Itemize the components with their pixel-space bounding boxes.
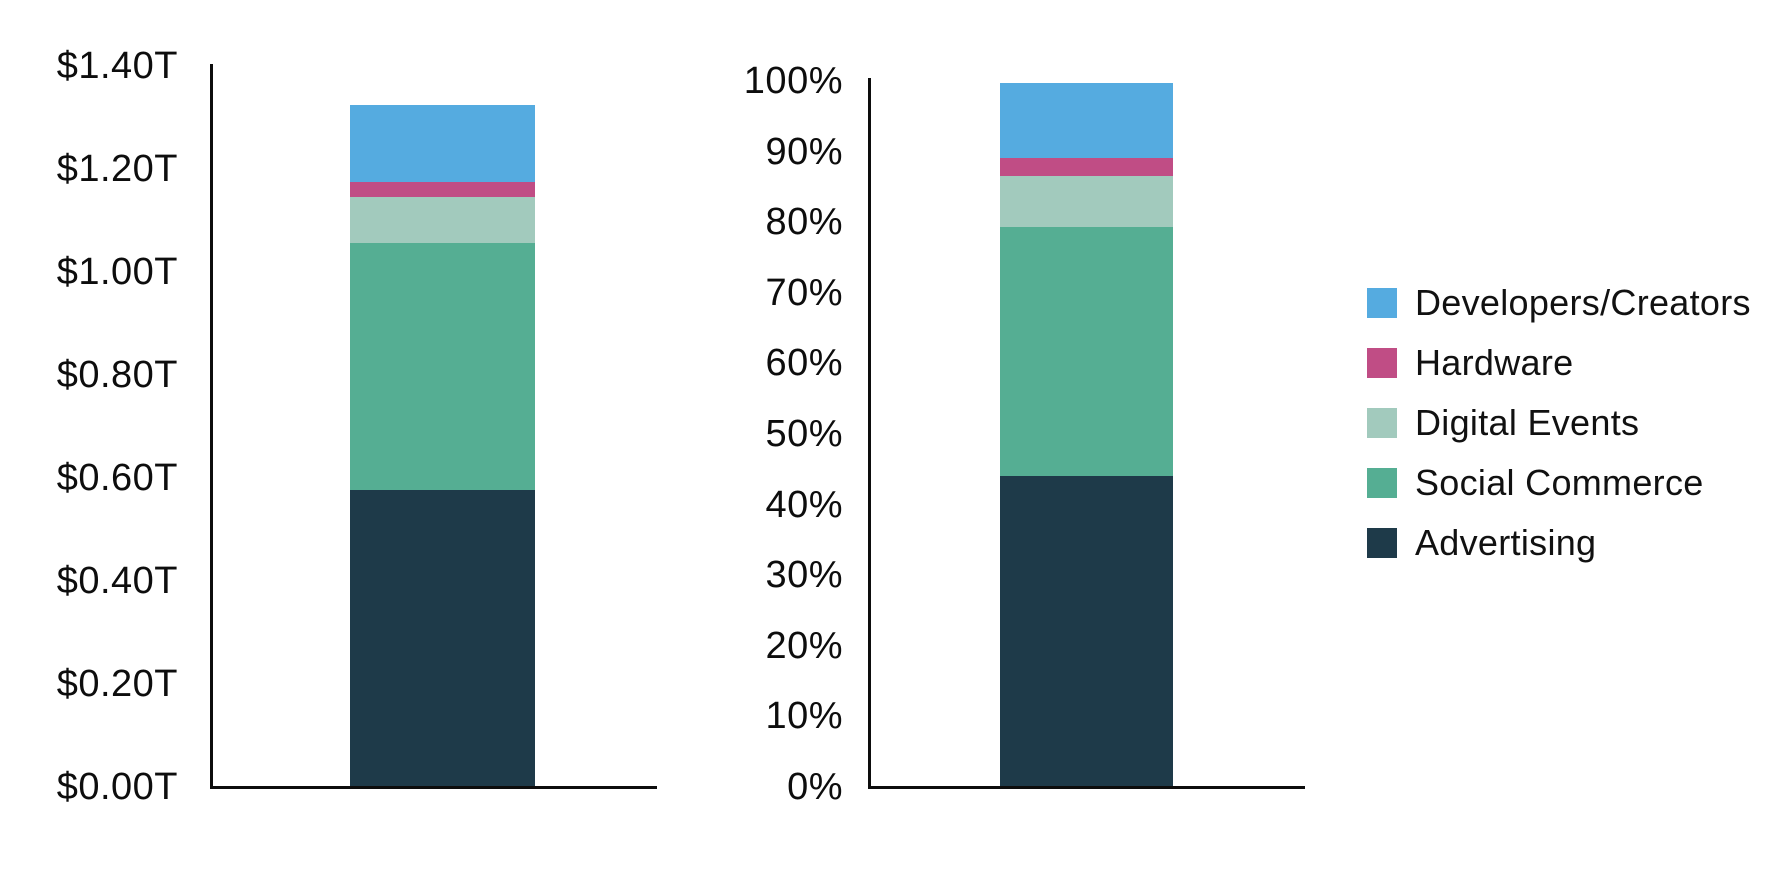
y-tick-label: 90% bbox=[765, 130, 843, 173]
x-axis-line bbox=[868, 786, 1305, 789]
y-tick-label: $1.00T bbox=[56, 251, 178, 293]
y-tick-label: 20% bbox=[765, 624, 843, 667]
bar-segment-digital-events bbox=[350, 197, 535, 243]
legend-label: Social Commerce bbox=[1415, 462, 1704, 503]
legend-item-hardware: Hardware bbox=[1367, 342, 1751, 383]
bar-segment-advertising bbox=[1000, 476, 1173, 789]
square-swatch-icon bbox=[1367, 408, 1397, 438]
y-tick-label: $0.80T bbox=[56, 354, 178, 396]
square-swatch-icon bbox=[1367, 348, 1397, 378]
y-tick-label: $0.20T bbox=[56, 663, 178, 705]
legend-item-developers-creators: Developers/Creators bbox=[1367, 282, 1751, 323]
legend-label: Digital Events bbox=[1415, 402, 1640, 443]
y-axis-line bbox=[210, 64, 213, 789]
legend-item-digital-events: Digital Events bbox=[1367, 402, 1751, 443]
bar-segment-social-commerce bbox=[1000, 227, 1173, 476]
square-swatch-icon bbox=[1367, 528, 1397, 558]
y-tick-label: 30% bbox=[765, 554, 843, 597]
y-tick-label: 50% bbox=[765, 413, 843, 455]
bar-segment-developers-creators bbox=[1000, 83, 1173, 158]
y-tick-label: $1.20T bbox=[56, 148, 178, 190]
chart-legend: Developers/Creators Hardware Digital Event… bbox=[1367, 282, 1751, 588]
y-tick-label: $0.60T bbox=[56, 457, 178, 499]
bar-segment-digital-events bbox=[1000, 176, 1173, 227]
y-tick-label: 70% bbox=[765, 271, 843, 314]
y-tick-label: 80% bbox=[765, 201, 843, 244]
y-tick-label: $1.40T bbox=[56, 45, 178, 87]
y-tick-label: 60% bbox=[765, 342, 843, 385]
bar-segment-developers-creators bbox=[350, 105, 535, 182]
y-tick-label: 10% bbox=[765, 695, 843, 738]
y-tick-label: 100% bbox=[743, 60, 843, 102]
y-tick-label: $0.00T bbox=[56, 766, 178, 808]
legend-label: Advertising bbox=[1415, 522, 1597, 563]
legend-label: Hardware bbox=[1415, 342, 1574, 383]
legend-item-advertising: Advertising bbox=[1367, 522, 1751, 563]
bar-segment-social-commerce bbox=[350, 243, 535, 490]
y-axis-line bbox=[868, 78, 871, 789]
x-axis-line bbox=[210, 786, 657, 789]
legend-item-social-commerce: Social Commerce bbox=[1367, 462, 1751, 503]
bar-segment-hardware bbox=[350, 182, 535, 197]
square-swatch-icon bbox=[1367, 468, 1397, 498]
bar-segment-hardware bbox=[1000, 158, 1173, 176]
y-tick-label: $0.40T bbox=[56, 560, 178, 602]
y-tick-label: 40% bbox=[765, 483, 843, 526]
y-tick-label: 0% bbox=[787, 766, 843, 808]
square-swatch-icon bbox=[1367, 288, 1397, 318]
bar-segment-advertising bbox=[350, 490, 535, 789]
legend-label: Developers/Creators bbox=[1415, 282, 1751, 323]
